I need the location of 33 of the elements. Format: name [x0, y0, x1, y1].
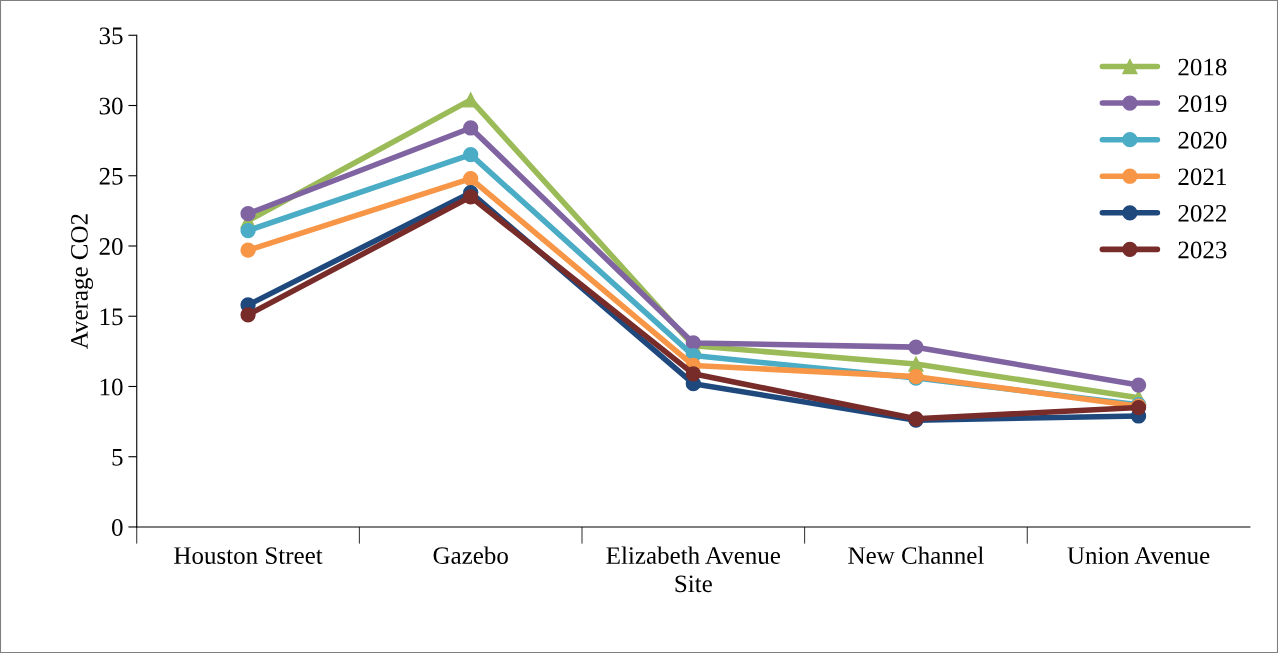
x-tick-label: Gazebo [433, 546, 508, 565]
point [1130, 377, 1147, 393]
y-tick-label: 5 [112, 449, 123, 466]
y-tick-label: 30 [99, 97, 123, 115]
legend-label: 2021 [1178, 168, 1226, 186]
legend-label: 2020 [1178, 131, 1227, 149]
legend-label: 2018 [1178, 58, 1227, 76]
point [685, 366, 701, 382]
x-tick-label: New Channel [848, 546, 984, 565]
point [240, 206, 256, 222]
legend-label: 2019 [1178, 95, 1227, 113]
point [463, 92, 479, 108]
y-tick-label: 10 [100, 378, 123, 396]
y-tick-label: 0 [112, 519, 123, 536]
point [463, 189, 479, 205]
point [908, 339, 924, 355]
x-tick-label: Houston Street [174, 547, 323, 565]
y-tick-label: 20 [99, 238, 123, 255]
y-tick-label: 15 [100, 308, 123, 326]
y-axis-title: Average CO2 [71, 214, 93, 350]
legend-label: 2023 [1178, 241, 1227, 259]
legend-label: 2022 [1178, 204, 1227, 222]
y-tick-label: 25 [99, 167, 123, 185]
y-tick-label: 35 [99, 27, 123, 45]
point [463, 170, 479, 187]
x-tick-label: Elizabeth Avenue [606, 546, 781, 565]
point [240, 222, 256, 239]
point [463, 120, 479, 136]
x-tick-label: Union Avenue [1067, 547, 1210, 565]
x-axis-title: Site [675, 575, 712, 593]
point [240, 242, 256, 258]
point [463, 147, 479, 163]
point [240, 307, 256, 323]
